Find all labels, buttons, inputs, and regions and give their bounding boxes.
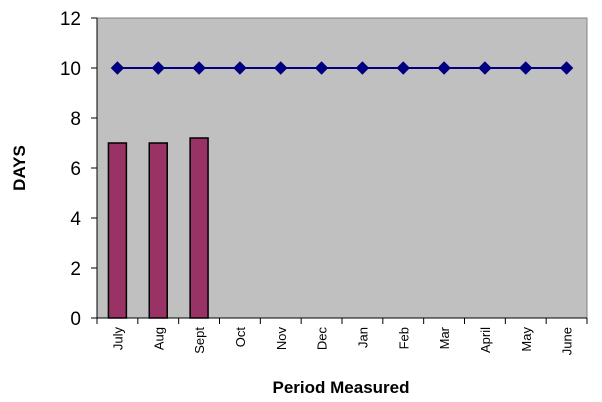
target-marker-aug — [151, 61, 165, 75]
target-marker-jan — [355, 61, 370, 75]
plot-area — [96, 17, 588, 319]
y-tick-label: 0 — [70, 309, 81, 330]
y-tick-label: 10 — [60, 59, 81, 80]
target-marker-dec — [314, 61, 329, 75]
x-category-label: April — [478, 327, 493, 353]
target-marker-oct — [233, 61, 247, 75]
target-marker-sept — [192, 61, 206, 75]
bar-sept — [189, 137, 209, 319]
y-tick-label: 8 — [70, 109, 81, 130]
x-category-label: July — [110, 327, 125, 351]
x-category-label: Feb — [396, 327, 411, 349]
x-category-label: Aug — [151, 327, 166, 350]
x-axis-ticks: July Aug Sept Oct Nov Dec Jan Feb Mar April May Jun… — [96, 318, 588, 355]
x-axis-title: Period Measured — [273, 378, 410, 397]
target-marker-feb — [396, 61, 410, 75]
x-category-label: May — [519, 327, 534, 352]
bars-layer — [107, 137, 209, 319]
x-category-label: Jan — [355, 327, 370, 348]
x-category-label: Sept — [192, 327, 207, 354]
target-marker-may — [519, 61, 533, 75]
bar-aug — [148, 142, 168, 319]
x-category-label: Dec — [315, 327, 330, 351]
y-tick-label: 6 — [70, 159, 81, 180]
y-axis-title: DAYS — [10, 145, 29, 191]
target-marker-mar — [437, 61, 451, 75]
x-category-label: Mar — [437, 326, 452, 349]
target-marker-nov — [274, 61, 288, 75]
x-category-label: Oct — [233, 327, 248, 348]
y-tick-label: 2 — [70, 259, 81, 280]
bar-july — [107, 142, 128, 319]
target-marker-june — [559, 61, 574, 75]
x-category-label: Nov — [274, 327, 289, 351]
x-category-label: June — [560, 327, 575, 355]
y-axis-ticks: 0 2 4 6 8 10 12 — [60, 9, 97, 330]
y-tick-label: 12 — [60, 9, 81, 30]
target-marker-april — [478, 61, 492, 75]
target-line-layer — [110, 61, 574, 75]
target-marker-july — [110, 61, 125, 75]
y-tick-label: 4 — [70, 209, 81, 230]
